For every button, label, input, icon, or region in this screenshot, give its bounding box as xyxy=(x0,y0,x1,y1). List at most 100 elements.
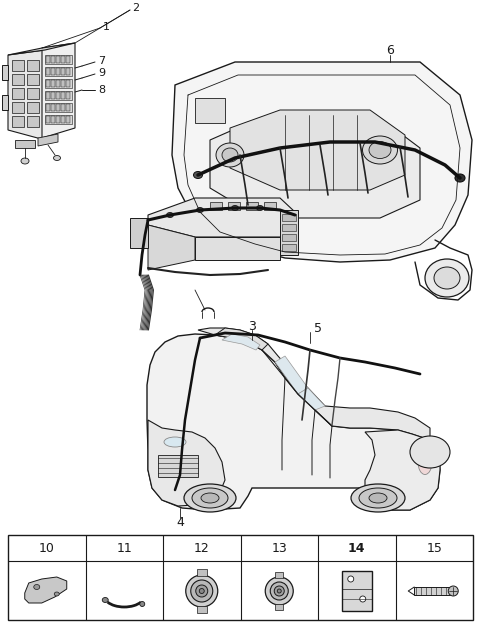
Polygon shape xyxy=(365,430,440,510)
Bar xyxy=(46,92,50,99)
Bar xyxy=(51,68,55,75)
Ellipse shape xyxy=(21,158,29,164)
Bar xyxy=(56,68,60,75)
Ellipse shape xyxy=(216,143,244,167)
Bar xyxy=(61,80,65,87)
Ellipse shape xyxy=(192,488,228,508)
Text: 3: 3 xyxy=(248,319,256,332)
Bar xyxy=(282,214,296,221)
Polygon shape xyxy=(195,237,280,260)
Ellipse shape xyxy=(222,148,238,162)
Bar xyxy=(46,56,50,63)
Bar xyxy=(27,102,39,113)
Bar xyxy=(56,80,60,87)
Ellipse shape xyxy=(369,493,387,503)
Text: 8: 8 xyxy=(98,85,105,95)
Bar xyxy=(56,104,60,111)
Text: 7: 7 xyxy=(98,56,105,66)
Ellipse shape xyxy=(164,437,186,447)
Ellipse shape xyxy=(54,592,59,596)
Text: 4: 4 xyxy=(176,516,184,529)
Bar xyxy=(61,92,65,99)
Polygon shape xyxy=(15,140,35,148)
Ellipse shape xyxy=(360,596,366,602)
Ellipse shape xyxy=(184,484,236,512)
Bar xyxy=(61,104,65,111)
Polygon shape xyxy=(2,65,8,80)
Bar xyxy=(264,202,276,210)
Bar xyxy=(46,104,50,111)
Bar xyxy=(66,92,70,99)
Bar xyxy=(414,587,450,595)
Polygon shape xyxy=(148,198,295,237)
Polygon shape xyxy=(148,420,225,506)
Bar xyxy=(12,102,24,113)
Text: 15: 15 xyxy=(426,541,442,554)
Ellipse shape xyxy=(455,174,465,182)
Bar xyxy=(130,218,148,248)
Bar xyxy=(195,98,225,123)
Text: 13: 13 xyxy=(271,541,287,554)
Bar xyxy=(282,234,296,241)
Bar xyxy=(275,572,283,578)
Ellipse shape xyxy=(418,449,432,474)
Text: 5: 5 xyxy=(314,321,322,334)
Bar xyxy=(66,80,70,87)
Polygon shape xyxy=(230,110,405,190)
Bar xyxy=(51,80,55,87)
Ellipse shape xyxy=(196,208,204,212)
Bar xyxy=(282,244,296,251)
Bar xyxy=(51,104,55,111)
Text: 6: 6 xyxy=(386,44,394,56)
Ellipse shape xyxy=(34,584,40,589)
Ellipse shape xyxy=(359,488,397,508)
Polygon shape xyxy=(275,356,308,394)
Bar xyxy=(12,88,24,99)
Ellipse shape xyxy=(196,585,208,597)
Polygon shape xyxy=(8,43,75,55)
Bar xyxy=(45,115,72,124)
Bar xyxy=(158,455,198,477)
Bar xyxy=(56,56,60,63)
Ellipse shape xyxy=(186,575,218,607)
Bar xyxy=(27,60,39,71)
Ellipse shape xyxy=(256,206,264,211)
Bar xyxy=(45,103,72,112)
Bar xyxy=(12,60,24,71)
Polygon shape xyxy=(172,62,472,262)
Polygon shape xyxy=(8,50,45,140)
Text: 11: 11 xyxy=(116,541,132,554)
Ellipse shape xyxy=(167,213,173,218)
Polygon shape xyxy=(42,43,75,138)
Bar xyxy=(66,56,70,63)
Bar xyxy=(46,68,50,75)
Bar xyxy=(27,74,39,85)
Bar xyxy=(51,92,55,99)
Bar xyxy=(56,92,60,99)
Bar xyxy=(61,56,65,63)
Text: 10: 10 xyxy=(39,541,55,554)
Bar xyxy=(246,202,258,210)
Polygon shape xyxy=(298,388,325,410)
Ellipse shape xyxy=(193,171,203,179)
Bar xyxy=(45,91,72,100)
Polygon shape xyxy=(215,328,268,350)
Ellipse shape xyxy=(362,136,397,164)
Text: 14: 14 xyxy=(348,541,365,554)
Ellipse shape xyxy=(274,586,284,596)
Ellipse shape xyxy=(201,493,219,503)
Bar xyxy=(45,79,72,88)
Ellipse shape xyxy=(434,267,460,289)
Bar xyxy=(66,104,70,111)
Bar xyxy=(342,571,372,611)
Bar xyxy=(275,604,283,610)
Ellipse shape xyxy=(348,576,354,582)
Ellipse shape xyxy=(277,589,281,593)
Bar xyxy=(51,116,55,123)
Ellipse shape xyxy=(410,436,450,468)
Bar xyxy=(45,67,72,76)
Ellipse shape xyxy=(448,586,458,596)
Bar xyxy=(66,68,70,75)
Polygon shape xyxy=(38,134,58,146)
Bar xyxy=(282,224,296,231)
